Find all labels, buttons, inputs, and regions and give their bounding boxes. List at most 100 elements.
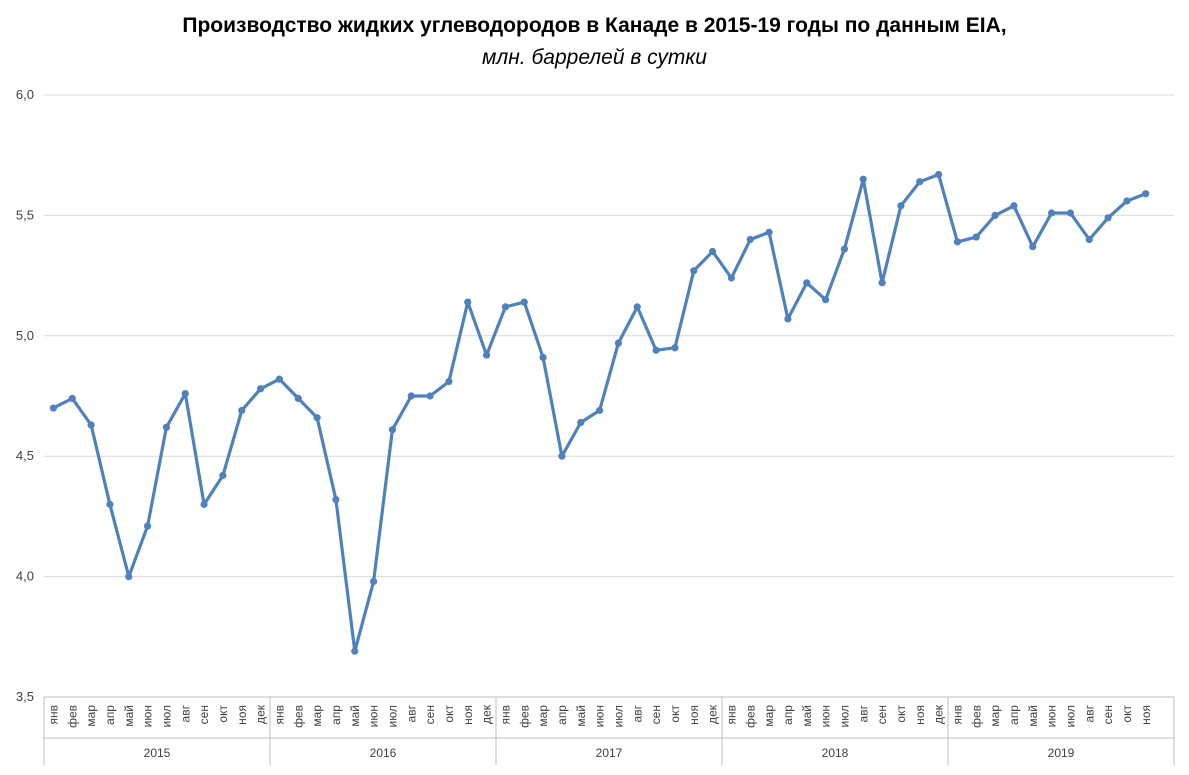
- month-tick-label: янв: [46, 705, 60, 725]
- data-point: [708, 247, 717, 256]
- month-tick-label: ноя: [461, 705, 475, 725]
- data-point: [784, 315, 792, 323]
- data-point: [595, 406, 604, 415]
- data-point: [991, 211, 999, 219]
- month-tick-label: ноя: [235, 705, 249, 725]
- month-tick-label: фев: [65, 705, 79, 728]
- month-tick-label: мар: [536, 705, 550, 727]
- month-tick-label: авг: [178, 704, 192, 722]
- month-tick-label: июл: [159, 705, 173, 727]
- data-point: [1029, 243, 1037, 251]
- year-label: 2019: [1048, 746, 1075, 760]
- data-point: [482, 351, 491, 359]
- data-point: [520, 298, 528, 306]
- data-point: [934, 170, 943, 179]
- month-tick-label: апр: [103, 705, 117, 725]
- data-point: [219, 471, 227, 480]
- y-tick-label: 6,0: [16, 87, 34, 102]
- year-label: 2018: [822, 746, 849, 760]
- data-point: [840, 245, 849, 253]
- month-tick-label: апр: [1007, 705, 1021, 725]
- data-point: [256, 385, 265, 393]
- data-point: [558, 452, 566, 460]
- month-tick-label: июн: [819, 705, 833, 727]
- month-tick-label: май: [1026, 705, 1040, 727]
- data-point: [1123, 197, 1131, 205]
- y-tick-label: 4,5: [16, 448, 34, 463]
- data-point: [445, 377, 453, 386]
- month-tick-label: сен: [423, 705, 437, 724]
- data-point: [916, 178, 924, 186]
- data-point: [1085, 235, 1093, 244]
- month-tick-label: июн: [367, 705, 381, 727]
- month-tick-label: май: [122, 705, 136, 727]
- y-tick-label: 3,5: [16, 689, 34, 704]
- month-tick-label: янв: [724, 705, 738, 725]
- y-tick-label: 5,0: [16, 328, 34, 343]
- data-point: [727, 274, 736, 282]
- y-tick-label: 5,5: [16, 207, 34, 222]
- month-tick-label: июл: [611, 705, 625, 727]
- month-tick-label: май: [574, 705, 588, 727]
- data-point: [106, 500, 114, 508]
- data-point: [671, 344, 679, 352]
- data-point: [690, 267, 698, 275]
- data-point: [351, 647, 359, 655]
- month-tick-label: авг: [404, 704, 418, 722]
- data-point: [1142, 190, 1150, 198]
- data-point: [369, 577, 378, 586]
- data-point: [859, 175, 867, 183]
- data-point: [313, 414, 321, 422]
- year-label: 2016: [370, 746, 397, 760]
- data-point: [1066, 209, 1075, 217]
- year-label: 2017: [596, 746, 623, 760]
- month-tick-label: июл: [385, 705, 399, 727]
- month-tick-label: ноя: [913, 705, 927, 725]
- data-point: [200, 500, 208, 508]
- data-point: [539, 353, 547, 362]
- month-tick-label: июн: [593, 705, 607, 727]
- data-point: [426, 392, 434, 400]
- data-point: [746, 235, 754, 244]
- data-point: [407, 392, 415, 400]
- month-tick-label: ноя: [1139, 705, 1153, 725]
- month-tick-label: дек: [932, 704, 946, 724]
- data-point: [765, 228, 773, 236]
- month-tick-label: дек: [706, 704, 720, 724]
- month-tick-label: фев: [743, 705, 757, 728]
- data-point: [972, 233, 980, 241]
- chart-title: Производство жидких углеводородов в Кана…: [182, 14, 1007, 37]
- month-tick-label: дек: [480, 704, 494, 724]
- month-tick-label: окт: [442, 705, 456, 723]
- month-tick-label: мар: [310, 705, 324, 727]
- month-tick-label: апр: [555, 705, 569, 725]
- data-point: [464, 298, 472, 306]
- data-point: [821, 296, 830, 304]
- month-tick-label: сен: [649, 705, 663, 724]
- year-label: 2015: [144, 746, 171, 760]
- data-point: [897, 202, 905, 210]
- data-point: [1010, 202, 1018, 210]
- month-tick-label: окт: [894, 705, 908, 723]
- data-point: [87, 421, 95, 429]
- y-tick-label: 4,0: [16, 569, 34, 584]
- y-axis: 3,5 4,0 4,5 5,0 5,5 6,0: [16, 87, 34, 704]
- data-point: [143, 522, 152, 530]
- month-tick-label: янв: [950, 705, 964, 725]
- month-tick-label: ноя: [687, 705, 701, 725]
- data-point: [501, 303, 510, 311]
- month-tick-label: мар: [84, 705, 98, 727]
- data-point: [577, 418, 585, 427]
- data-point: [652, 346, 660, 354]
- month-tick-label: янв: [498, 705, 512, 725]
- month-tick-label: фев: [969, 705, 983, 728]
- data-point: [1104, 214, 1112, 222]
- month-tick-label: янв: [272, 705, 286, 725]
- month-tick-label: апр: [329, 705, 343, 725]
- data-point: [238, 406, 246, 415]
- month-tick-label: фев: [291, 705, 305, 728]
- series: [49, 170, 1150, 655]
- month-tick-label: мар: [988, 705, 1002, 727]
- data-point: [49, 404, 58, 412]
